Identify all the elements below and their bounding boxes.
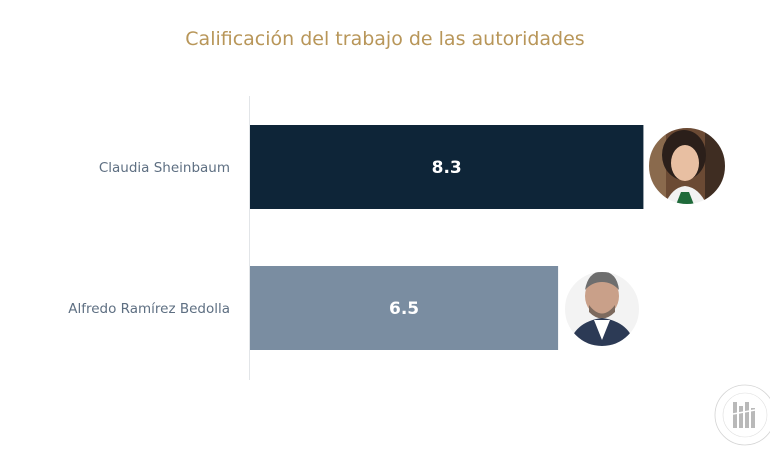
category-label: Alfredo Ramírez Bedolla — [68, 301, 230, 317]
bar-claudia-sheinbaum — [250, 125, 644, 209]
bar-value-label: 8.3 — [432, 158, 462, 178]
bar-value-label: 6.5 — [389, 299, 419, 319]
category-label: Claudia Sheinbaum — [99, 160, 230, 176]
bar-alfredo-ramirez-bedolla — [250, 266, 559, 350]
claudia-sheinbaum-photo — [648, 127, 726, 205]
chart-title: Calificación del trabajo de las autorida… — [185, 28, 585, 50]
seal-logo-icon — [714, 384, 770, 446]
alfredo-ramirez-bedolla-photo — [564, 271, 640, 347]
